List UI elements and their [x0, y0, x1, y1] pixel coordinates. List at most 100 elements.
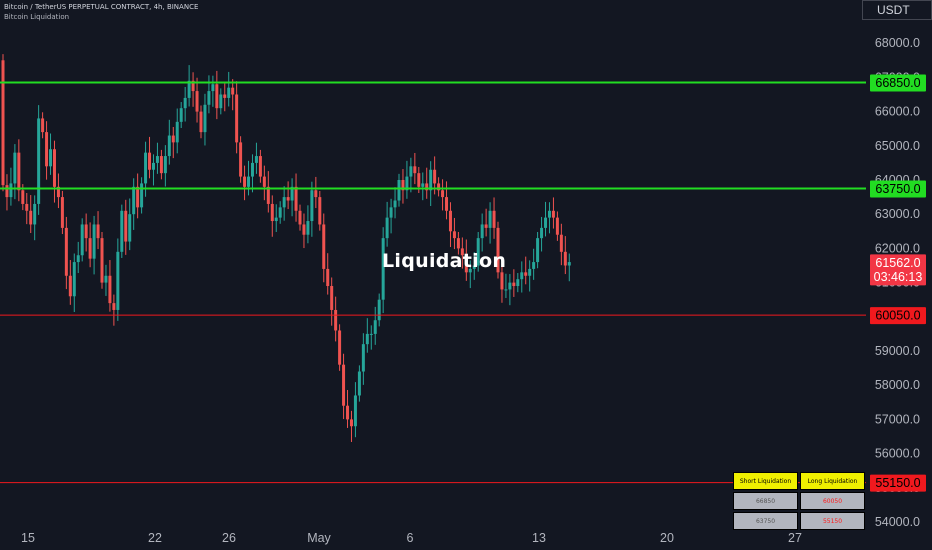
last-price-badge	[870, 254, 926, 286]
candle	[72, 253, 76, 313]
price-tick-label: 56000.0	[875, 447, 920, 461]
candle-body	[302, 224, 306, 235]
candle-body	[88, 238, 92, 259]
candle-body	[72, 262, 76, 297]
candle	[132, 178, 136, 230]
candle	[76, 241, 80, 274]
candle	[559, 223, 563, 266]
candle	[223, 83, 227, 112]
candle	[472, 252, 476, 280]
candle	[524, 256, 528, 285]
candle	[338, 324, 342, 371]
candle	[227, 71, 231, 107]
candle	[116, 238, 120, 321]
candle-body	[476, 238, 480, 266]
candle-body	[441, 190, 445, 198]
candle-body	[480, 224, 484, 239]
currency-button[interactable]: USDT	[862, 0, 932, 20]
price-tick-label: 66000.0	[875, 105, 920, 119]
candle-body	[472, 265, 476, 269]
time-tick-label: 27	[788, 531, 802, 545]
candle-body	[45, 132, 49, 167]
candle-body	[417, 173, 421, 187]
candle	[52, 140, 56, 203]
level-badge-label: 66850.0	[875, 76, 920, 90]
candle	[342, 353, 346, 420]
candle	[5, 174, 9, 211]
candle	[448, 202, 452, 248]
candle-body	[132, 186, 136, 215]
candle-body	[1, 60, 5, 186]
candle-body	[516, 279, 520, 287]
candle-body	[346, 405, 350, 420]
candle	[235, 81, 239, 154]
candle-body	[361, 344, 365, 372]
candle	[187, 65, 191, 107]
candle	[140, 177, 144, 214]
candle-body	[108, 275, 112, 304]
candle	[452, 217, 456, 250]
price-tick-label: 59000.0	[875, 344, 920, 358]
candle-body	[448, 210, 452, 232]
level-badge	[870, 307, 926, 325]
candle-body	[124, 210, 128, 242]
candle-body	[544, 217, 548, 228]
candle-body	[191, 80, 195, 92]
candle-body	[37, 118, 41, 204]
candle-body	[524, 272, 528, 276]
candle-body	[187, 80, 191, 98]
candle-body	[349, 419, 353, 427]
candle	[84, 213, 88, 252]
long-liquidation-value: 55150	[800, 512, 865, 530]
candle-body	[294, 186, 298, 211]
candle	[425, 167, 429, 199]
candle-body	[437, 183, 441, 191]
candle	[68, 260, 72, 305]
candle	[128, 198, 132, 251]
candle-body	[342, 364, 346, 406]
candle	[409, 157, 413, 193]
candle	[369, 325, 373, 350]
candle-body	[401, 180, 405, 191]
candle-body	[306, 221, 310, 235]
candle	[492, 197, 496, 239]
candle	[445, 181, 449, 220]
candle-body	[500, 272, 504, 290]
candle-body	[318, 197, 322, 225]
candle	[385, 201, 389, 247]
time-axis[interactable]: 15 22 26 May 6 13 20 27	[21, 531, 802, 545]
candle	[318, 190, 322, 231]
candle	[496, 221, 500, 279]
short-liquidation-value: 63750	[733, 512, 798, 530]
level-badge-label: 60050.0	[875, 309, 920, 323]
candle-body	[353, 395, 357, 427]
candle	[504, 273, 508, 298]
candle	[421, 172, 425, 201]
price-tick-label: 54000.0	[875, 515, 920, 529]
candle-body	[21, 190, 25, 204]
long-liquidation-value: 60050	[800, 492, 865, 510]
level-badges: 66850.0 63750.0 60050.0 55150.0 61562.003:46…	[870, 74, 926, 492]
candle	[508, 274, 512, 306]
price-tick-label: 57000.0	[875, 412, 920, 426]
candle	[41, 112, 45, 139]
candle-body	[270, 203, 274, 222]
candle-body	[278, 207, 282, 218]
candle	[56, 173, 60, 209]
candle	[520, 261, 524, 293]
candle-body	[207, 91, 211, 105]
candle	[175, 108, 179, 154]
candle-body	[365, 333, 369, 345]
candle-body	[56, 186, 60, 198]
candle	[302, 213, 306, 249]
candle	[80, 218, 84, 262]
candle-body	[223, 94, 227, 98]
level-badge	[870, 74, 926, 92]
candle	[37, 105, 41, 215]
candle-body	[540, 227, 544, 239]
candle-body	[468, 268, 472, 273]
candle-body	[429, 169, 433, 191]
candle	[25, 192, 29, 225]
candle-body	[262, 176, 266, 187]
